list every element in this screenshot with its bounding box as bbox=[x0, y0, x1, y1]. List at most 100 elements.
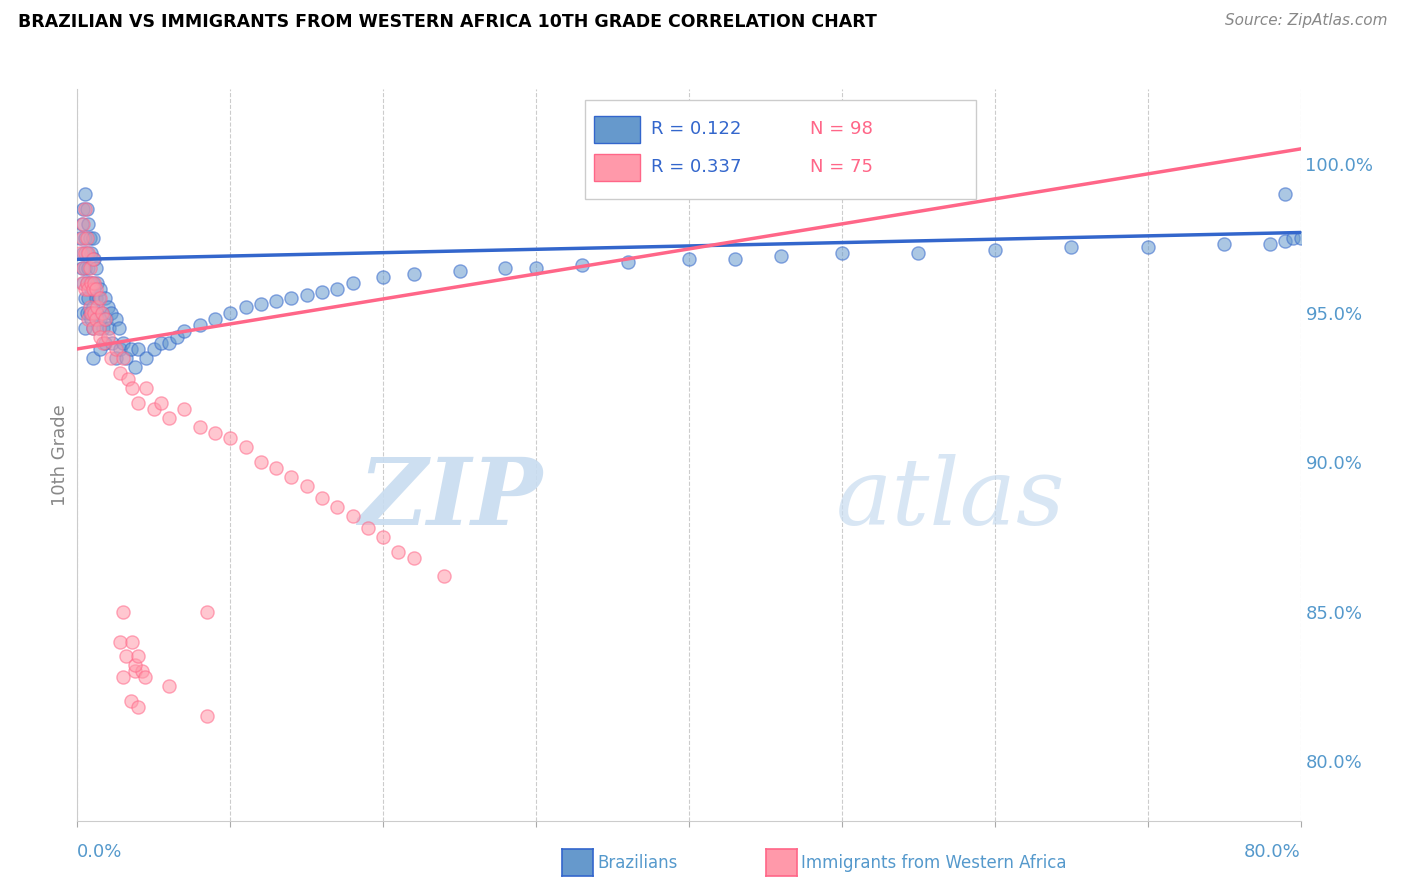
Point bbox=[371, 270, 394, 285]
Point bbox=[195, 709, 218, 723]
Point bbox=[79, 261, 101, 276]
Point bbox=[90, 306, 112, 320]
Text: 80.0%: 80.0% bbox=[1244, 843, 1301, 861]
Point bbox=[70, 277, 93, 291]
Point bbox=[1060, 240, 1083, 254]
Point bbox=[295, 479, 318, 493]
Point bbox=[77, 282, 100, 296]
Point bbox=[128, 395, 150, 409]
Point bbox=[87, 291, 110, 305]
Point bbox=[150, 395, 173, 409]
Point bbox=[79, 231, 101, 245]
Point bbox=[86, 300, 108, 314]
Point bbox=[82, 231, 104, 245]
Point bbox=[1136, 240, 1159, 254]
Point bbox=[82, 321, 104, 335]
Text: R = 0.122: R = 0.122 bbox=[651, 120, 741, 138]
Point bbox=[76, 277, 98, 291]
Point bbox=[326, 500, 349, 515]
Point bbox=[678, 252, 700, 267]
Point bbox=[76, 277, 98, 291]
Point bbox=[112, 605, 135, 619]
Point bbox=[311, 285, 333, 300]
Point bbox=[1289, 231, 1312, 245]
Point bbox=[108, 342, 131, 356]
Point bbox=[70, 231, 93, 245]
Point bbox=[112, 670, 135, 684]
Point bbox=[73, 291, 96, 305]
Point bbox=[77, 217, 100, 231]
Point bbox=[83, 306, 105, 320]
Point bbox=[311, 491, 333, 506]
Point bbox=[204, 312, 226, 326]
Text: Immigrants from Western Africa: Immigrants from Western Africa bbox=[801, 854, 1067, 871]
Point bbox=[94, 335, 117, 350]
Point bbox=[104, 351, 127, 365]
Point bbox=[83, 282, 105, 296]
Point bbox=[115, 649, 138, 664]
Point bbox=[77, 291, 100, 305]
Point bbox=[495, 261, 517, 276]
Point bbox=[80, 306, 103, 320]
Point bbox=[89, 291, 111, 305]
Point bbox=[120, 342, 142, 356]
Point bbox=[188, 419, 211, 434]
Point bbox=[73, 261, 96, 276]
Point bbox=[219, 432, 242, 446]
Point bbox=[82, 351, 104, 365]
Point bbox=[104, 342, 127, 356]
Point bbox=[100, 351, 122, 365]
Point bbox=[1274, 235, 1296, 249]
Point bbox=[79, 277, 101, 291]
Point bbox=[76, 202, 98, 216]
Text: Brazilians: Brazilians bbox=[598, 854, 678, 871]
Text: Source: ZipAtlas.com: Source: ZipAtlas.com bbox=[1225, 13, 1388, 29]
Point bbox=[724, 252, 747, 267]
Point bbox=[128, 649, 150, 664]
Point bbox=[219, 306, 242, 320]
Point bbox=[98, 321, 121, 335]
Point bbox=[120, 694, 142, 708]
Point bbox=[135, 381, 157, 395]
Point bbox=[91, 321, 114, 335]
Point bbox=[82, 277, 104, 291]
Text: 0.0%: 0.0% bbox=[77, 843, 122, 861]
Point bbox=[101, 335, 124, 350]
Point bbox=[84, 282, 107, 296]
Point bbox=[112, 351, 135, 365]
Point bbox=[326, 282, 349, 296]
Text: BRAZILIAN VS IMMIGRANTS FROM WESTERN AFRICA 10TH GRADE CORRELATION CHART: BRAZILIAN VS IMMIGRANTS FROM WESTERN AFR… bbox=[18, 13, 877, 31]
FancyBboxPatch shape bbox=[593, 116, 640, 144]
Point bbox=[108, 634, 131, 648]
Point bbox=[235, 441, 257, 455]
Point bbox=[1258, 237, 1281, 252]
Point bbox=[124, 359, 146, 374]
Point bbox=[433, 569, 456, 583]
Point bbox=[79, 306, 101, 320]
Y-axis label: 10th Grade: 10th Grade bbox=[51, 404, 69, 506]
Point bbox=[907, 162, 929, 177]
Point bbox=[831, 246, 853, 260]
Point bbox=[72, 202, 94, 216]
Point bbox=[124, 658, 146, 673]
Point bbox=[157, 410, 180, 425]
Point bbox=[89, 312, 111, 326]
Point bbox=[128, 700, 150, 714]
Point bbox=[173, 401, 195, 416]
Point bbox=[94, 312, 117, 326]
Point bbox=[204, 425, 226, 440]
Point bbox=[617, 255, 640, 269]
Point bbox=[73, 202, 96, 216]
Point bbox=[73, 282, 96, 296]
Point bbox=[84, 312, 107, 326]
Point bbox=[115, 351, 138, 365]
Point bbox=[80, 277, 103, 291]
Point bbox=[371, 530, 394, 544]
Point bbox=[112, 335, 135, 350]
Point bbox=[97, 330, 120, 344]
Point bbox=[131, 665, 153, 679]
Point bbox=[250, 455, 273, 469]
Point bbox=[90, 306, 112, 320]
Point bbox=[79, 300, 101, 314]
Point bbox=[96, 312, 118, 326]
